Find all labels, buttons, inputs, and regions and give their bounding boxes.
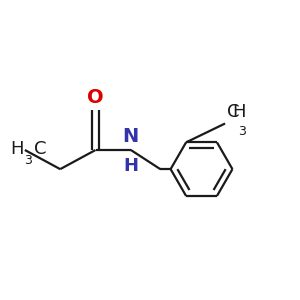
- Text: O: O: [87, 88, 104, 107]
- Text: C: C: [34, 140, 46, 158]
- Text: H: H: [232, 103, 246, 121]
- Text: H: H: [123, 158, 138, 175]
- Text: N: N: [123, 128, 139, 146]
- Text: 3: 3: [24, 154, 32, 167]
- Text: 3: 3: [238, 125, 246, 138]
- Text: C: C: [226, 103, 239, 121]
- Text: H: H: [10, 140, 23, 158]
